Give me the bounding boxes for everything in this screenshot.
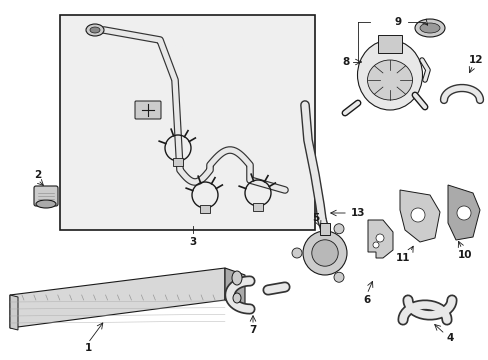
Circle shape [372, 242, 378, 248]
Ellipse shape [357, 40, 422, 110]
FancyBboxPatch shape [135, 101, 161, 119]
Circle shape [303, 231, 346, 275]
Circle shape [311, 240, 338, 266]
Ellipse shape [36, 200, 56, 208]
Polygon shape [367, 220, 392, 258]
Bar [173, 158, 183, 166]
Circle shape [375, 234, 383, 242]
Ellipse shape [231, 271, 242, 285]
Polygon shape [10, 295, 18, 330]
Text: 4: 4 [446, 333, 453, 343]
Text: 12: 12 [468, 55, 482, 65]
Polygon shape [224, 268, 244, 308]
Text: 7: 7 [249, 325, 256, 335]
Ellipse shape [333, 272, 343, 282]
Circle shape [410, 208, 424, 222]
Text: 13: 13 [350, 208, 365, 218]
Bar [319, 223, 329, 235]
Ellipse shape [333, 224, 343, 234]
Polygon shape [10, 268, 224, 328]
Ellipse shape [367, 60, 412, 100]
Bar [252, 203, 263, 211]
Bar [200, 205, 209, 213]
Ellipse shape [86, 24, 104, 36]
Polygon shape [447, 185, 479, 240]
Text: 10: 10 [457, 250, 471, 260]
Polygon shape [399, 190, 439, 242]
Text: 8: 8 [342, 57, 349, 67]
Ellipse shape [90, 27, 100, 33]
Text: 2: 2 [34, 170, 41, 180]
Ellipse shape [291, 248, 302, 258]
Ellipse shape [419, 23, 439, 33]
Text: 1: 1 [84, 343, 91, 353]
Bar [377, 35, 401, 53]
Circle shape [456, 206, 470, 220]
Ellipse shape [414, 19, 444, 37]
Text: 9: 9 [394, 17, 401, 27]
Text: 11: 11 [395, 253, 409, 263]
Text: 6: 6 [363, 295, 370, 305]
Text: 3: 3 [189, 237, 196, 247]
Bar [60, 15, 314, 230]
Text: 5: 5 [312, 213, 319, 223]
Ellipse shape [232, 293, 241, 303]
FancyBboxPatch shape [34, 186, 58, 206]
